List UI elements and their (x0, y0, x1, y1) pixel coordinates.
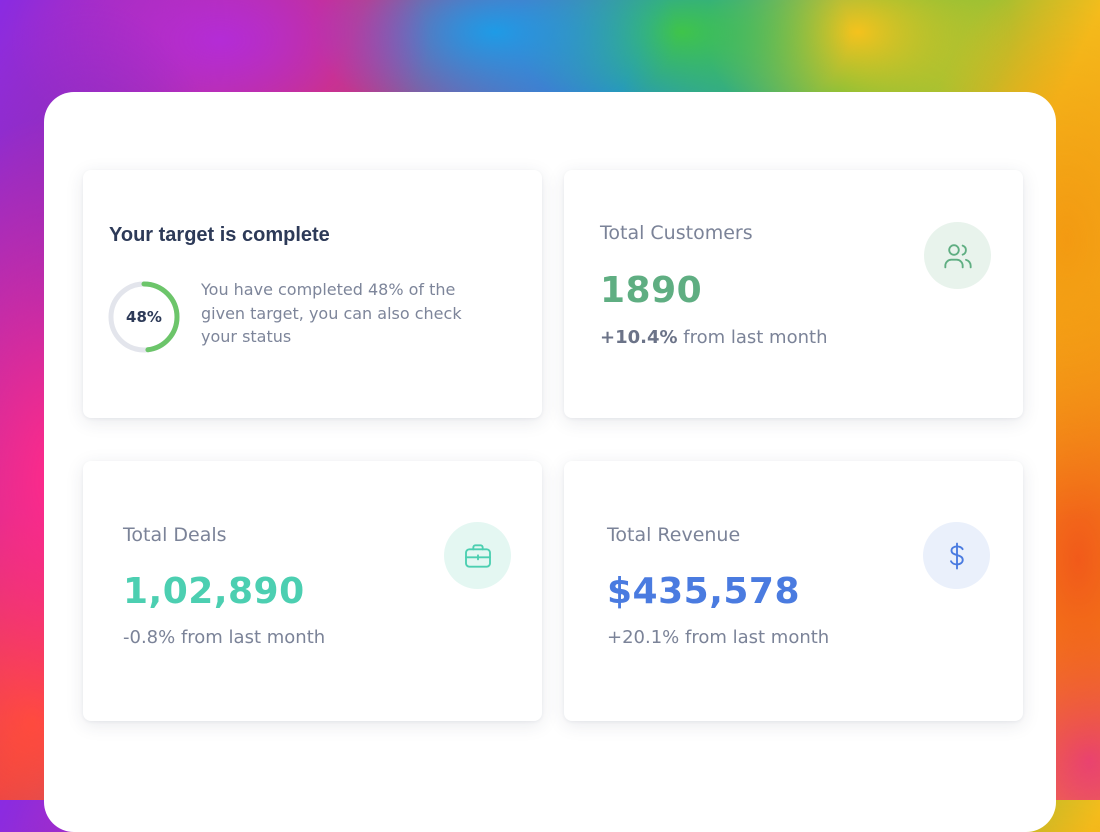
dollar-icon (949, 542, 964, 569)
deals-label: Total Deals (123, 524, 227, 546)
customers-label: Total Customers (600, 222, 753, 244)
customers-value: 1890 (600, 270, 703, 311)
briefcase-icon (464, 543, 491, 568)
customers-card: Total Customers 1890 +10.4% from last mo… (564, 170, 1023, 418)
target-description: You have completed 48% of the given targ… (201, 280, 462, 346)
progress-ring (108, 281, 180, 353)
deals-change: -0.8% from last month (123, 627, 326, 648)
deals-icon-badge (444, 522, 511, 589)
revenue-icon-badge (923, 522, 990, 589)
customers-change-percent: +10.4% (600, 327, 678, 348)
target-card: Your target is complete 48% You have com… (83, 170, 542, 418)
progress-percent: 48% (126, 308, 162, 326)
customers-change: +10.4% from last month (600, 327, 827, 348)
deals-value: 1,02,890 (123, 571, 305, 612)
revenue-change: +20.1% from last month (607, 627, 830, 648)
customers-icon-badge (924, 222, 991, 289)
target-title: Your target is complete (109, 224, 330, 246)
revenue-card: Total Revenue $435,578 +20.1% from last … (564, 461, 1023, 721)
revenue-label: Total Revenue (607, 524, 741, 546)
revenue-value: $435,578 (607, 571, 801, 612)
deals-card: Total Deals 1,02,890 -0.8% from last mon… (83, 461, 542, 721)
users-icon (943, 243, 972, 268)
customers-change-suffix: from last month (677, 327, 828, 348)
progress-ring-fill (108, 281, 180, 353)
